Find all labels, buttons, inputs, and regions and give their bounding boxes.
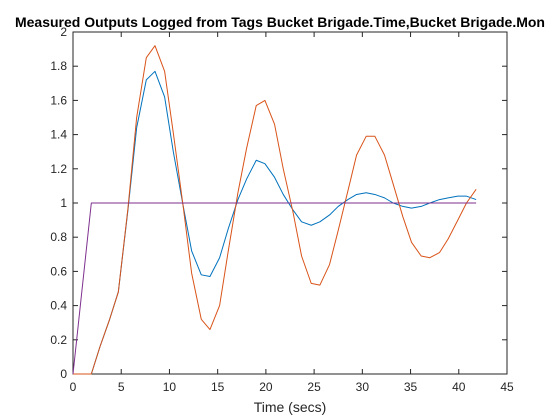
y-tick-label: 1.4 bbox=[50, 128, 67, 142]
series-line-2 bbox=[73, 45, 477, 375]
y-tick-label: 1.6 bbox=[50, 93, 67, 107]
y-tick-label: 1 bbox=[60, 196, 67, 210]
x-tick-label: 30 bbox=[356, 380, 370, 394]
x-tick-label: 35 bbox=[404, 380, 418, 394]
x-tick-label: 15 bbox=[211, 380, 225, 394]
series-line-3 bbox=[72, 202, 477, 375]
y-tick-label: 0 bbox=[60, 367, 67, 381]
x-tick-label: 20 bbox=[259, 380, 273, 394]
series-group bbox=[72, 45, 477, 375]
x-tick-label: 0 bbox=[70, 380, 77, 394]
y-tick-label: 0.8 bbox=[50, 230, 67, 244]
y-tick-label: 1.2 bbox=[50, 162, 67, 176]
y-tick-label: 1.8 bbox=[50, 59, 67, 73]
series-line-1 bbox=[73, 70, 477, 375]
y-tick-label: 0.4 bbox=[50, 299, 67, 313]
x-axis-label: Time (secs) bbox=[254, 399, 327, 415]
y-tick-label: 0.2 bbox=[50, 333, 67, 347]
y-tick-label: 2 bbox=[60, 25, 67, 39]
chart-title: Measured Outputs Logged from Tags Bucket… bbox=[15, 14, 545, 30]
x-tick-label: 45 bbox=[500, 380, 514, 394]
x-tick-label: 10 bbox=[163, 380, 177, 394]
x-tick-label: 40 bbox=[452, 380, 466, 394]
axes: 0 5 10 15 20 25 30 35 40 45 0 0.2 0.4 0.6 0.8 1 1.2 1.4 1.… bbox=[50, 25, 514, 394]
y-tick-label: 0.6 bbox=[50, 264, 67, 278]
x-tick-label: 5 bbox=[118, 380, 125, 394]
x-tick-label: 25 bbox=[307, 380, 321, 394]
